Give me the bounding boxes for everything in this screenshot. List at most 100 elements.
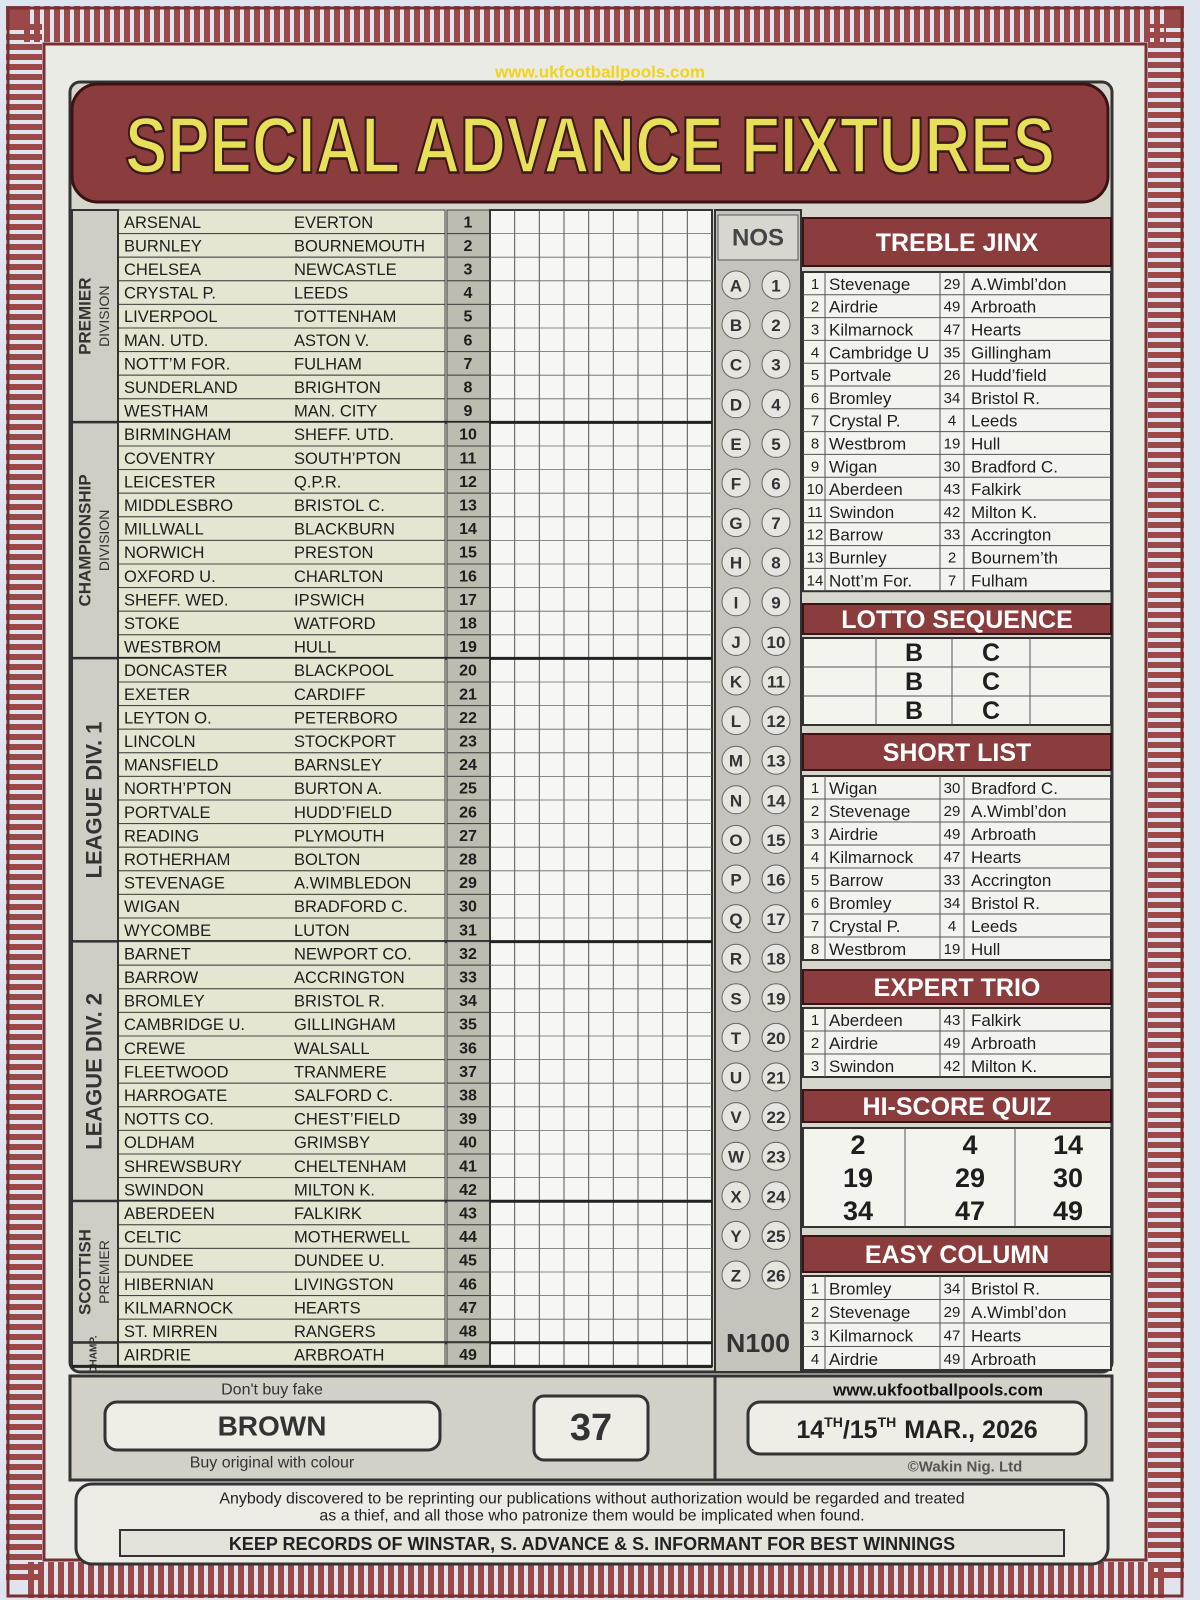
fixture-number: 38 <box>459 1088 477 1105</box>
away-team: BURTON A. <box>294 780 382 798</box>
letter-circle <box>721 508 751 538</box>
list-away: A.Wimbl’don <box>971 275 1066 294</box>
section-header <box>802 969 1112 1005</box>
list-home-number: 49 <box>944 299 961 316</box>
list-home-number: 49 <box>944 1351 961 1368</box>
away-team: ASTON V. <box>294 332 369 350</box>
quiz-number: 29 <box>955 1163 985 1193</box>
date-part: MAR., 2026 <box>904 1416 1037 1444</box>
nos-letter: S <box>730 989 741 1008</box>
list-away: Hearts <box>971 321 1021 340</box>
list-away: Arbroath <box>971 1034 1036 1053</box>
lotto-cell: C <box>982 697 1000 725</box>
home-team: KILMARNOCK <box>124 1299 233 1317</box>
letter-circle <box>721 310 751 340</box>
nos-number: 4 <box>771 395 781 414</box>
away-team: STOCKPORT <box>294 733 396 751</box>
list-home-number: 42 <box>944 504 961 521</box>
nos-letter: N <box>730 791 742 810</box>
list-number: 4 <box>811 344 819 361</box>
nos-letter: L <box>731 712 741 731</box>
list-home-number: 34 <box>944 895 961 912</box>
away-team: BRISTOL R. <box>294 993 385 1011</box>
list-home: Aberdeen <box>829 1011 903 1030</box>
list-home-number: 30 <box>944 458 961 475</box>
letter-circle <box>721 1022 751 1052</box>
away-team: MOTHERWELL <box>294 1229 410 1247</box>
list-home: Aberdeen <box>829 480 903 499</box>
list-number: 13 <box>807 550 824 567</box>
fixture-number: 29 <box>459 875 477 892</box>
home-team: ARSENAL <box>124 214 201 232</box>
nos-number: 25 <box>767 1227 786 1246</box>
nos-letter: Q <box>729 910 742 929</box>
number-circle <box>761 904 791 934</box>
home-team: SUNDERLAND <box>124 379 238 397</box>
list-home: Stevenage <box>829 802 910 821</box>
nos-letter: T <box>731 1029 742 1048</box>
list-away: Milton K. <box>971 503 1037 522</box>
nos-letter: Z <box>731 1267 741 1286</box>
home-team: CHELSEA <box>124 261 201 279</box>
nos-number: 14 <box>767 791 786 810</box>
fixture-number: 20 <box>459 663 477 680</box>
colour-name: BROWN <box>218 1411 327 1442</box>
fixture-number: 39 <box>459 1111 477 1128</box>
home-team: MILLWALL <box>124 521 204 539</box>
fixture-number: 30 <box>459 899 477 916</box>
list-home: Airdrie <box>829 1034 878 1053</box>
list-number: 6 <box>811 895 819 912</box>
fixture-number: 44 <box>459 1229 477 1246</box>
list-number: 12 <box>807 527 824 544</box>
number-circle <box>761 1220 791 1250</box>
lotto-cell: B <box>905 639 923 667</box>
fixture-number: 3 <box>464 262 473 279</box>
list-number: 2 <box>811 1304 819 1321</box>
list-home: Swindon <box>829 1057 894 1076</box>
list-number: 7 <box>811 413 819 430</box>
nos-number: 5 <box>771 435 780 454</box>
letter-circle <box>721 745 751 775</box>
away-team: CARDIFF <box>294 686 366 704</box>
fixture-number: 19 <box>459 639 477 656</box>
quiz-number: 30 <box>1053 1163 1083 1193</box>
colour-box <box>103 1400 442 1452</box>
letter-circle <box>721 943 751 973</box>
nos-number: 8 <box>771 554 780 573</box>
nos-letter: P <box>730 871 741 890</box>
ornate-frame <box>6 6 1184 1598</box>
list-number: 2 <box>811 299 819 316</box>
list-away: Accrington <box>971 871 1051 890</box>
nos-number: 16 <box>767 871 786 890</box>
quiz-number: 49 <box>1053 1196 1083 1226</box>
list-home: Portvale <box>829 366 891 385</box>
fixture-number: 15 <box>459 545 477 562</box>
away-team: IPSWICH <box>294 591 365 609</box>
fixture-number: 26 <box>459 804 477 821</box>
home-team: ST. MIRREN <box>124 1323 218 1341</box>
list-home: Kilmarnock <box>829 321 914 340</box>
away-team: FULHAM <box>294 355 362 373</box>
letter-circle <box>721 428 751 458</box>
home-team: WESTHAM <box>124 403 208 421</box>
nos-number: 21 <box>767 1069 786 1088</box>
quiz-number: 2 <box>850 1130 865 1160</box>
nos-number: 9 <box>771 593 780 612</box>
nos-number: 19 <box>767 989 786 1008</box>
fixture-number: 4 <box>464 285 473 302</box>
division-name: LEAGUE DIV. 2 <box>82 993 107 1150</box>
lotto-cell: C <box>982 639 1000 667</box>
home-team: HARROGATE <box>124 1087 227 1105</box>
list-home: Wigan <box>829 457 877 476</box>
entry-grid <box>489 209 713 1368</box>
number-circle <box>761 270 791 300</box>
division-name: PREMIER <box>76 277 95 354</box>
home-team: HIBERNIAN <box>124 1276 214 1294</box>
fixture-number: 47 <box>459 1300 477 1317</box>
keep-records: KEEP RECORDS OF WINSTAR, S. ADVANCE & S.… <box>229 1534 955 1554</box>
home-team: OXFORD U. <box>124 568 216 586</box>
nos-title: NOS <box>732 225 784 252</box>
home-team: SHEFF. WED. <box>124 591 229 609</box>
list-away: Fulham <box>971 571 1028 590</box>
